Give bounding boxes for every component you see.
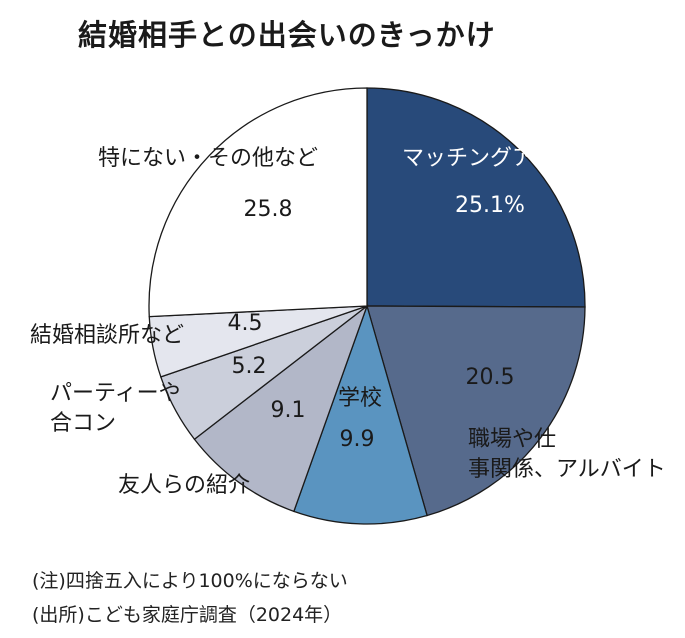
- slice-label: マッチングアプリ: [402, 146, 578, 171]
- slice-label: 職場や仕: [468, 427, 556, 452]
- slice-label: 事関係、アルバイト: [468, 457, 666, 482]
- pie-slice: [293, 303, 428, 525]
- slice-label: パーティーや: [50, 381, 181, 406]
- pie-slice: [193, 304, 369, 513]
- pie-slice: [366, 305, 586, 517]
- slice-label: 結婚相談所など: [30, 323, 184, 348]
- slice-value: 25.1%: [455, 193, 525, 218]
- slice-value: 4.5: [228, 311, 263, 336]
- footnote-rounding: (注)四捨五入により100%にならない: [32, 570, 348, 592]
- slice-value: 9.9: [340, 427, 375, 452]
- slice-value: 20.5: [466, 365, 515, 390]
- slice-value: 5.2: [232, 354, 267, 379]
- slice-label: 特にない・その他など: [98, 146, 318, 171]
- slice-label: 学校: [338, 386, 382, 411]
- slice-label: 合コン: [50, 411, 116, 436]
- pie-slice: [148, 87, 368, 318]
- slice-value: 25.8: [244, 197, 293, 222]
- pie-slice: [366, 87, 586, 308]
- chart-title: 結婚相手との出会いのきっかけ: [78, 18, 496, 52]
- slice-value: 9.1: [271, 398, 306, 423]
- footnote-source: (出所)こども家庭庁調査（2024年）: [32, 604, 343, 626]
- slice-label: 友人らの紹介: [118, 473, 250, 498]
